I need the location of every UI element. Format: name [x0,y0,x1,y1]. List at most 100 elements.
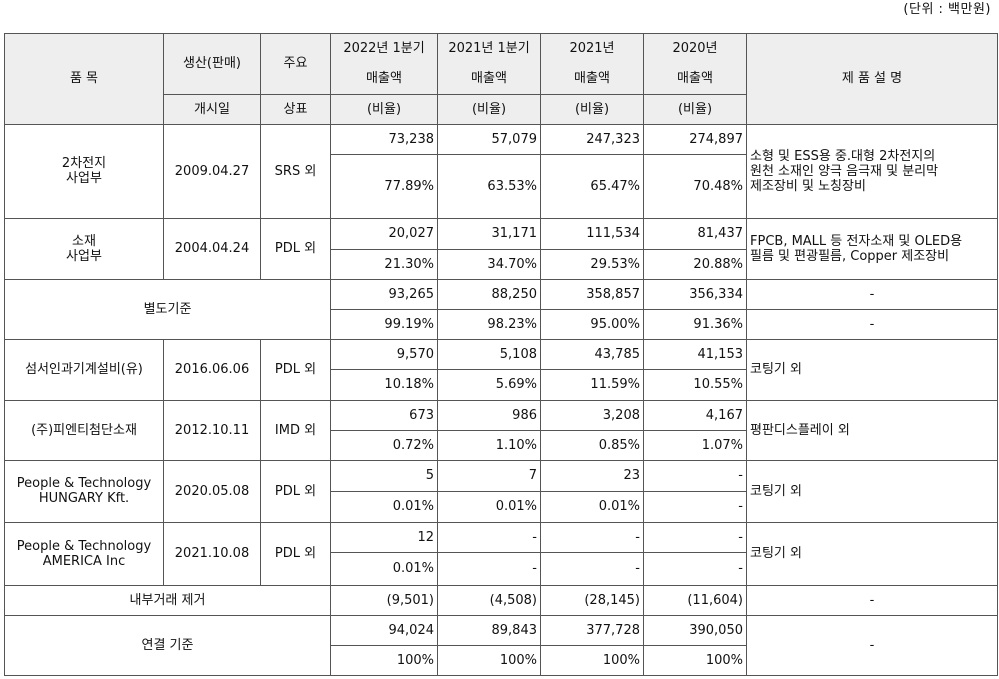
sales-cell: 247,323 [540,123,644,155]
row-brand: PDL 외 [260,338,331,401]
sales-cell: 94,024 [330,614,438,646]
sales-cell: 57,079 [437,123,541,155]
row-name: 소재 사업부 [4,217,164,280]
table-row: 별도기준 93,265 88,250 358,857 356,334 - [4,278,998,340]
row-date: 2009.04.27 [163,123,261,219]
row-desc: 코팅기 외 [746,459,998,523]
revenue-table: 품 목 생산(판매) 주요 2022년 1분기 2021년 1분기 2021년 … [4,33,998,676]
sales-cell: 5,108 [437,338,541,370]
header-col1-mid: 매출액 [330,63,438,95]
sales-cell: 89,843 [437,614,541,646]
row-date: 2016.06.06 [163,338,261,401]
ratio-cell: - [643,551,747,586]
row-name: 섬서인과기계설비(유) [4,338,164,401]
sales-cell: - [643,459,747,492]
sales-cell: 3,208 [540,399,644,431]
row-desc: 코팅기 외 [746,521,998,586]
header-brand-top: 주요 [260,33,331,95]
ratio-cell: 65.47% [540,153,644,219]
ratio-cell: - [437,551,541,586]
sales-cell: 4,167 [643,399,747,431]
row-brand: SRS 외 [260,123,331,219]
header-col2-mid: 매출액 [437,63,541,95]
row-name: 내부거래 제거 [4,584,331,616]
row-desc-line2: 원천 소재인 양극 음극재 및 분리막 [750,163,939,179]
row-name: (주)피엔티첨단소재 [4,399,164,461]
ratio-cell: 1.07% [643,429,747,461]
table-row: People & Technology HUNGARY Kft. 2020.05… [4,459,998,523]
table-row: 내부거래 제거 (9,501) (4,508) (28,145) (11,604… [4,584,998,616]
ratio-cell: 21.30% [330,248,438,280]
ratio-cell: 70.48% [643,153,747,219]
row-name-line2: HUNGARY Kft. [38,491,130,506]
sales-cell: 7 [437,459,541,492]
sales-cell: 41,153 [643,338,747,370]
sales-cell: 88,250 [437,278,541,310]
sales-cell: 73,238 [330,123,438,155]
sales-cell: 20,027 [330,217,438,250]
row-name: People & Technology HUNGARY Kft. [4,459,164,523]
ratio-cell: - [540,551,644,586]
row-name: 연결 기준 [4,614,331,676]
sales-cell: 986 [437,399,541,431]
header-col2-top: 2021년 1분기 [437,33,541,63]
row-name: People & Technology AMERICA Inc [4,521,164,586]
row-date: 2012.10.11 [163,399,261,461]
table-row: 2차전지 사업부 2009.04.27 SRS 외 73,238 57,079 … [4,123,998,219]
row-brand: PDL 외 [260,521,331,586]
table-row: (주)피엔티첨단소재 2012.10.11 IMD 외 673 986 3,20… [4,399,998,461]
sales-cell: 673 [330,399,438,431]
header-col4-mid: 매출액 [643,63,747,95]
row-desc: 소형 및 ESS용 중.대형 2차전지의 원천 소재인 양극 음극재 및 분리막… [746,123,998,219]
ratio-cell: 0.72% [330,429,438,461]
sales-cell: 12 [330,521,438,553]
table-row: 연결 기준 94,024 89,843 377,728 390,050 - [4,614,998,676]
ratio-cell: 91.36% [643,308,747,340]
ratio-cell: 10.18% [330,368,438,401]
sales-cell: 377,728 [540,614,644,646]
sales-cell: (11,604) [643,584,747,616]
row-desc: 코팅기 외 [746,338,998,401]
row-desc-line3: 제조장비 및 노칭장비 [750,178,866,194]
ratio-cell: 100% [330,644,438,676]
table-row: People & Technology AMERICA Inc 2021.10.… [4,521,998,586]
sales-cell: 93,265 [330,278,438,310]
row-desc: - [746,614,998,676]
sales-cell: 5 [330,459,438,492]
ratio-cell: 95.00% [540,308,644,340]
ratio-cell: 0.85% [540,429,644,461]
row-name-line1: People & Technology [16,476,152,491]
ratio-cell: 0.01% [330,551,438,586]
ratio-cell: 0.01% [540,490,644,523]
row-date: 2020.05.08 [163,459,261,523]
row-name-line1: 소재 [72,233,96,249]
sales-cell: (28,145) [540,584,644,616]
sales-cell: - [437,521,541,553]
sales-cell: (4,508) [437,584,541,616]
header-item: 품 목 [4,33,164,125]
sales-cell: 81,437 [643,217,747,250]
table-row: 0.01% - - - [5,551,998,586]
row-name-line2: AMERICA Inc [42,553,126,569]
row-desc: 평판디스플레이 외 [746,399,998,461]
sales-cell: - [540,521,644,553]
sales-cell: 111,534 [540,217,644,250]
table-row: 99.19% 98.23% 95.00% 91.36% - [5,308,998,340]
ratio-cell: 10.55% [643,368,747,401]
row-brand: PDL 외 [260,217,331,280]
row-name-line2: 사업부 [66,171,102,186]
ratio-cell: 0.01% [330,490,438,523]
header-ratio-col2: (비율) [437,93,541,125]
ratio-cell: 77.89% [330,153,438,219]
sales-cell: 9,570 [330,338,438,370]
ratio-cell: 29.53% [540,248,644,280]
ratio-cell: 0.01% [437,490,541,523]
header-ratio-col3: (비율) [540,93,644,125]
sales-cell: 390,050 [643,614,747,646]
unit-label: (단위 : 백만원) [903,2,991,17]
ratio-cell: 5.69% [437,368,541,401]
row-name-line1: People & Technology [16,538,152,554]
ratio-cell: 34.70% [437,248,541,280]
row-date: 2004.04.24 [163,217,261,280]
row-brand: IMD 외 [260,399,331,461]
